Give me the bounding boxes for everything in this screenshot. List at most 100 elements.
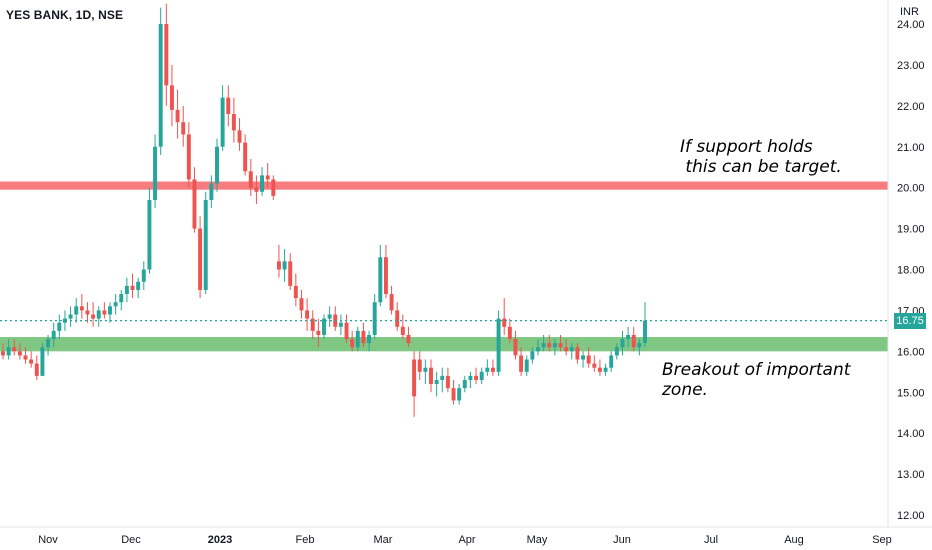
candle xyxy=(412,351,417,417)
candle-body xyxy=(502,318,507,327)
candle xyxy=(74,298,79,323)
candle-body xyxy=(91,314,96,319)
candle-body xyxy=(40,347,45,376)
time-tick-label: Dec xyxy=(121,534,141,546)
candle-body xyxy=(361,330,366,344)
time-tick-label: Feb xyxy=(296,534,315,546)
breakout-annotation[interactable]: Breakout of important zone. xyxy=(662,360,851,400)
time-tick-label: Jun xyxy=(613,534,631,546)
candle-body xyxy=(124,285,129,295)
candle-body xyxy=(417,359,422,372)
candle xyxy=(147,187,152,274)
candle-body xyxy=(457,388,462,401)
candle xyxy=(243,134,248,176)
price-tick-label: 23.00 xyxy=(897,60,925,72)
candle-body xyxy=(209,183,214,200)
candle-body xyxy=(260,175,265,192)
candle-body xyxy=(203,199,208,290)
candle xyxy=(12,339,17,356)
candle-body xyxy=(108,306,112,315)
candle xyxy=(102,302,107,319)
candle xyxy=(462,375,467,393)
candle xyxy=(338,314,343,335)
candle xyxy=(530,347,535,364)
candle-body xyxy=(254,187,259,192)
candle xyxy=(372,294,377,340)
candle xyxy=(451,379,456,405)
candle xyxy=(575,343,580,364)
candle-body xyxy=(158,24,163,147)
candle-body xyxy=(530,351,535,360)
candle-body xyxy=(367,334,372,344)
candle xyxy=(260,167,265,196)
candle-body xyxy=(169,85,174,110)
candle xyxy=(547,334,552,352)
candle-body xyxy=(412,359,417,397)
candle xyxy=(367,330,372,352)
candle xyxy=(355,326,360,352)
price-tick-label: 19.00 xyxy=(897,224,925,236)
price-zones xyxy=(0,181,888,352)
candle-body xyxy=(62,318,67,323)
candle xyxy=(434,371,439,397)
candle-body xyxy=(226,97,231,115)
candle xyxy=(158,7,163,155)
candle-body xyxy=(372,302,377,335)
candle-body xyxy=(57,322,62,331)
candle-body xyxy=(547,343,552,348)
time-tick-label: Nov xyxy=(38,534,58,546)
candle xyxy=(614,343,619,360)
candle xyxy=(186,122,191,188)
candle-body xyxy=(485,367,490,372)
candle xyxy=(108,302,112,323)
candle-body xyxy=(102,310,107,315)
candle-body xyxy=(490,367,495,372)
price-tick-label: 12.00 xyxy=(897,510,925,522)
time-tick-label: Jul xyxy=(704,534,718,546)
price-axis[interactable]: 12.0013.0014.0015.0016.0017.0018.0019.00… xyxy=(897,19,925,522)
time-axis[interactable]: Nov Dec 2023 Feb Mar Apr May Jun Jul Aug Sep xyxy=(38,534,892,546)
symbol-label: YES BANK, 1D, NSE xyxy=(6,8,124,22)
candle xyxy=(124,277,129,303)
candle-body xyxy=(192,179,197,229)
candle xyxy=(181,105,186,147)
candle-body xyxy=(507,326,512,340)
candle xyxy=(383,244,388,299)
candle xyxy=(440,367,445,393)
candle xyxy=(513,330,518,360)
candle-body xyxy=(17,351,22,356)
candle-body xyxy=(383,257,388,295)
candle xyxy=(395,302,400,331)
candle-body xyxy=(552,343,557,348)
target-annotation[interactable]: If support holds this can be target. xyxy=(680,137,842,177)
candle-body xyxy=(305,310,310,319)
candle-body xyxy=(440,375,445,380)
candle xyxy=(564,339,569,356)
candle-body xyxy=(395,310,400,327)
candle-body xyxy=(265,175,270,180)
candle-body xyxy=(429,367,433,385)
candle xyxy=(136,277,141,299)
candle-body xyxy=(423,367,428,372)
candle xyxy=(620,330,625,356)
candle-body xyxy=(541,343,546,348)
candle-body xyxy=(536,347,540,352)
candle xyxy=(626,326,631,348)
candle xyxy=(389,285,394,315)
candle xyxy=(40,343,45,376)
candle xyxy=(327,306,332,327)
candle-body xyxy=(626,334,631,340)
candle xyxy=(237,118,242,151)
candle-body xyxy=(558,343,563,348)
candle xyxy=(558,334,563,352)
time-tick-label: Sep xyxy=(872,534,892,546)
candle xyxy=(400,314,405,340)
candle xyxy=(265,163,270,188)
candle xyxy=(592,355,597,372)
candle xyxy=(541,334,546,352)
candle xyxy=(34,355,39,380)
candle xyxy=(282,249,287,282)
currency-label: INR xyxy=(900,6,919,18)
candle xyxy=(479,367,484,385)
